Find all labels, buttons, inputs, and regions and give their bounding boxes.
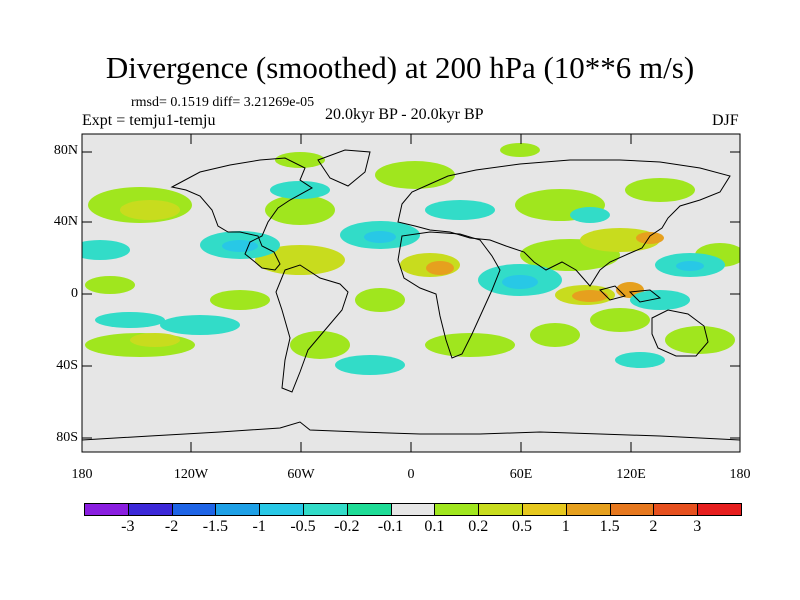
y-tick-80n: 80N: [53, 143, 78, 158]
x-tick-60e: 60E: [509, 467, 533, 482]
colorbar-swatch: [697, 503, 742, 516]
colorbar-swatch: [171, 503, 217, 516]
colorbar-label: -0.2: [334, 518, 360, 535]
y-tick-0: 0: [71, 286, 78, 301]
colorbar-label: -2: [164, 518, 179, 535]
colorbar-label: 1.5: [599, 518, 620, 535]
colorbar-label: 2: [649, 518, 658, 535]
colorbar-swatch: [303, 503, 348, 516]
colorbar-swatch: [215, 503, 261, 516]
colorbar-swatch: [478, 503, 523, 516]
colorbar-swatch: [259, 503, 304, 516]
colorbar-swatch: [84, 503, 129, 516]
y-tick-40n: 40N: [53, 214, 78, 229]
colorbar-label: -1.5: [202, 518, 229, 535]
colorbar-label: 0.2: [468, 518, 489, 535]
stats-label: rmsd= 0.1519 diff= 3.21269e-05: [131, 95, 315, 110]
colorbar-label: 1: [561, 518, 570, 535]
colorbar-label: 0.1: [424, 518, 445, 535]
colorbar-swatch: [522, 503, 567, 516]
x-tick-60w: 60W: [287, 467, 315, 482]
y-tick-80s: 80S: [56, 430, 78, 445]
plot-title: Divergence (smoothed) at 200 hPa (10**6 …: [105, 50, 695, 85]
x-tick-0: 0: [407, 467, 415, 482]
colorbar-swatch: [609, 503, 655, 516]
colorbar-label: 0.5: [512, 518, 532, 535]
colorbar-swatch: [653, 503, 699, 516]
colorbar-swatch: [127, 503, 173, 516]
axis-ticks: [82, 134, 740, 452]
x-tick-120w: 120W: [173, 467, 209, 482]
colorbar-swatch: [346, 503, 392, 516]
period-label: 20.0kyr BP - 20.0kyr BP: [325, 106, 484, 123]
coastlines: [82, 149, 740, 441]
x-tick-180w: 180: [71, 467, 93, 482]
colorbar-label: -1: [252, 518, 266, 535]
season-label: DJF: [712, 112, 739, 129]
colorbar-swatch: [565, 503, 611, 516]
colorbar-swatch: [390, 503, 436, 516]
colorbar-label: 3: [693, 518, 702, 535]
y-tick-40s: 40S: [56, 358, 78, 373]
x-tick-180e: 180: [729, 467, 751, 482]
x-tick-120e: 120E: [616, 467, 646, 482]
experiment-label: Expt = temju1-temju: [82, 112, 216, 129]
colorbar-label: -0.5: [290, 518, 316, 535]
colorbar-label: -0.1: [377, 518, 404, 535]
colorbar-swatch: [434, 503, 480, 516]
divergence-field: [82, 143, 740, 375]
colorbar-label: -3: [121, 518, 135, 535]
